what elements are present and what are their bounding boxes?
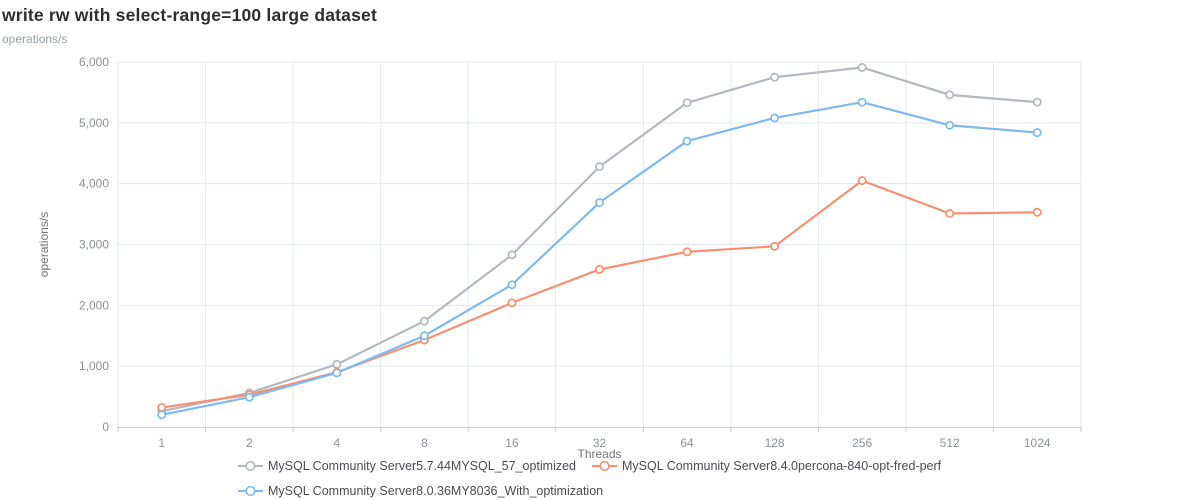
svg-text:32: 32 — [593, 436, 607, 450]
data-point[interactable] — [1032, 97, 1042, 107]
chart-subtitle: operations/s — [2, 32, 68, 46]
data-point[interactable] — [945, 120, 955, 130]
legend-item-1[interactable]: MySQL Community Server8.4.0percona-840-o… — [592, 459, 941, 473]
data-point[interactable] — [682, 136, 692, 146]
data-point[interactable] — [857, 63, 867, 72]
data-point[interactable] — [157, 410, 167, 420]
data-point[interactable] — [419, 331, 429, 341]
data-point[interactable] — [507, 280, 517, 290]
y-axis-tick-labels: 0 1,000 2,000 3,000 4,000 5,000 6,000 — [79, 55, 109, 434]
svg-text:6,000: 6,000 — [79, 55, 109, 69]
data-point[interactable] — [1032, 207, 1042, 217]
data-point[interactable] — [507, 298, 517, 308]
svg-text:1: 1 — [158, 436, 165, 450]
svg-text:4: 4 — [334, 436, 341, 450]
svg-text:8: 8 — [421, 436, 428, 450]
data-point[interactable] — [157, 403, 167, 412]
data-point[interactable] — [857, 97, 867, 107]
x-axis-tick-labels: 1 2 4 8 16 32 64 128 256 512 1024 — [158, 436, 1050, 450]
svg-text:4,000: 4,000 — [79, 177, 109, 191]
data-point[interactable] — [507, 250, 517, 260]
data-point[interactable] — [945, 209, 955, 218]
svg-text:512: 512 — [940, 436, 960, 450]
data-point[interactable] — [682, 98, 692, 108]
chart-title: write rw with select-range=100 large dat… — [2, 5, 377, 25]
grid-lines — [118, 61, 1082, 427]
series-line-0 — [157, 63, 1042, 416]
data-point[interactable] — [1032, 128, 1042, 138]
legend-line-marker-icon — [592, 460, 618, 472]
data-point[interactable] — [595, 162, 604, 172]
data-point[interactable] — [595, 198, 604, 207]
legend-item-0[interactable]: MySQL Community Server5.7.44MYSQL_57_opt… — [238, 459, 576, 473]
data-point[interactable] — [857, 176, 867, 186]
data-point[interactable] — [244, 392, 254, 402]
y-axis-name: operations/s — [37, 212, 51, 277]
data-point[interactable] — [595, 264, 604, 274]
legend-label: MySQL Community Server8.4.0percona-840-o… — [622, 459, 942, 473]
data-point[interactable] — [770, 72, 780, 82]
legend-label: MySQL Community Server5.7.44MYSQL_57_opt… — [268, 459, 577, 473]
svg-text:1024: 1024 — [1024, 436, 1051, 450]
svg-text:1,000: 1,000 — [79, 359, 109, 373]
data-point[interactable] — [419, 316, 429, 326]
data-point[interactable] — [770, 113, 780, 123]
svg-text:2,000: 2,000 — [79, 298, 109, 312]
legend-line-marker-icon — [238, 485, 263, 497]
data-point[interactable] — [770, 241, 780, 251]
legend-item-2[interactable]: MySQL Community Server8.0.36MY8036_With_… — [238, 484, 603, 498]
data-point[interactable] — [332, 368, 342, 378]
svg-text:2: 2 — [246, 436, 253, 450]
series-line-1 — [157, 176, 1042, 412]
svg-text:64: 64 — [680, 436, 694, 450]
legend-label: MySQL Community Server8.0.36MY8036_With_… — [268, 484, 604, 498]
axes — [117, 62, 1082, 432]
svg-text:256: 256 — [852, 436, 872, 450]
series-line-2 — [157, 97, 1042, 420]
chart-legend: MySQL Community Server5.7.44MYSQL_57_opt… — [238, 459, 983, 498]
svg-text:16: 16 — [505, 436, 519, 450]
data-point[interactable] — [682, 247, 692, 257]
svg-text:3,000: 3,000 — [79, 238, 109, 252]
x-axis-name: Threads — [577, 447, 621, 461]
svg-text:5,000: 5,000 — [79, 116, 109, 130]
data-point[interactable] — [945, 90, 955, 100]
svg-text:128: 128 — [765, 436, 785, 450]
legend-line-marker-icon — [238, 460, 263, 472]
svg-text:0: 0 — [102, 420, 109, 434]
data-point[interactable] — [332, 359, 342, 369]
